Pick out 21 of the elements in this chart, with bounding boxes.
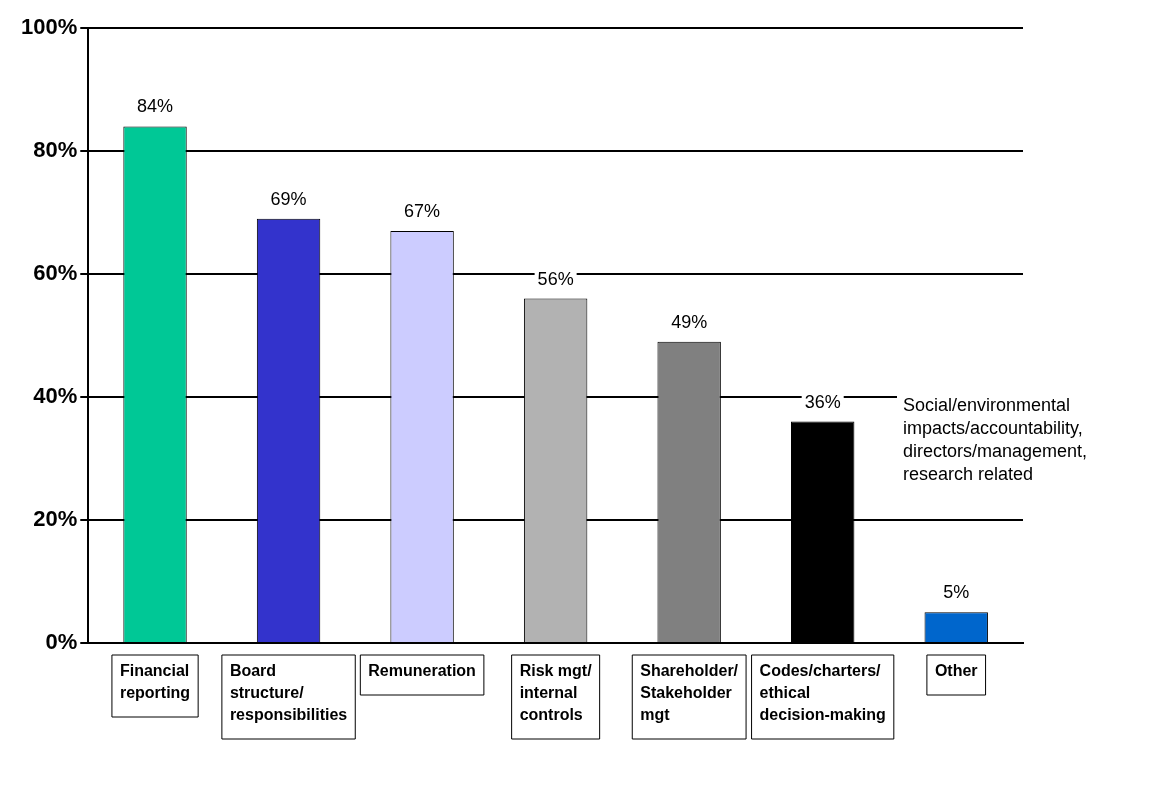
data-label: 56% xyxy=(537,268,574,289)
data-label: 67% xyxy=(404,200,441,221)
y-tick-label: 60% xyxy=(33,260,78,286)
y-tick-label: 100% xyxy=(20,14,78,40)
data-label: 84% xyxy=(137,96,174,117)
x-tick-label: Codes/charters/ ethical decision-making xyxy=(759,662,886,724)
y-tick-label: 0% xyxy=(45,629,78,655)
data-label: 36% xyxy=(804,391,841,412)
y-tick-label: 20% xyxy=(33,506,78,532)
x-tick-label: Other xyxy=(934,662,978,680)
x-tick-label: Board structure/ responsibilities xyxy=(229,662,348,724)
data-label: 49% xyxy=(671,311,708,332)
y-tick-label: 40% xyxy=(33,383,78,409)
x-tick-label: Shareholder/ Stakeholder mgt xyxy=(640,662,739,724)
data-label: 5% xyxy=(943,582,970,603)
data-label: 69% xyxy=(270,188,307,209)
x-tick-label: Remuneration xyxy=(368,662,476,680)
y-tick-label: 80% xyxy=(33,137,78,163)
x-tick-label: Risk mgt/ internal controls xyxy=(519,662,593,724)
annotation: Social/environmental impacts/accountability, directors/management, research related xyxy=(903,394,1088,484)
x-tick-label: Financial reporting xyxy=(119,662,191,702)
